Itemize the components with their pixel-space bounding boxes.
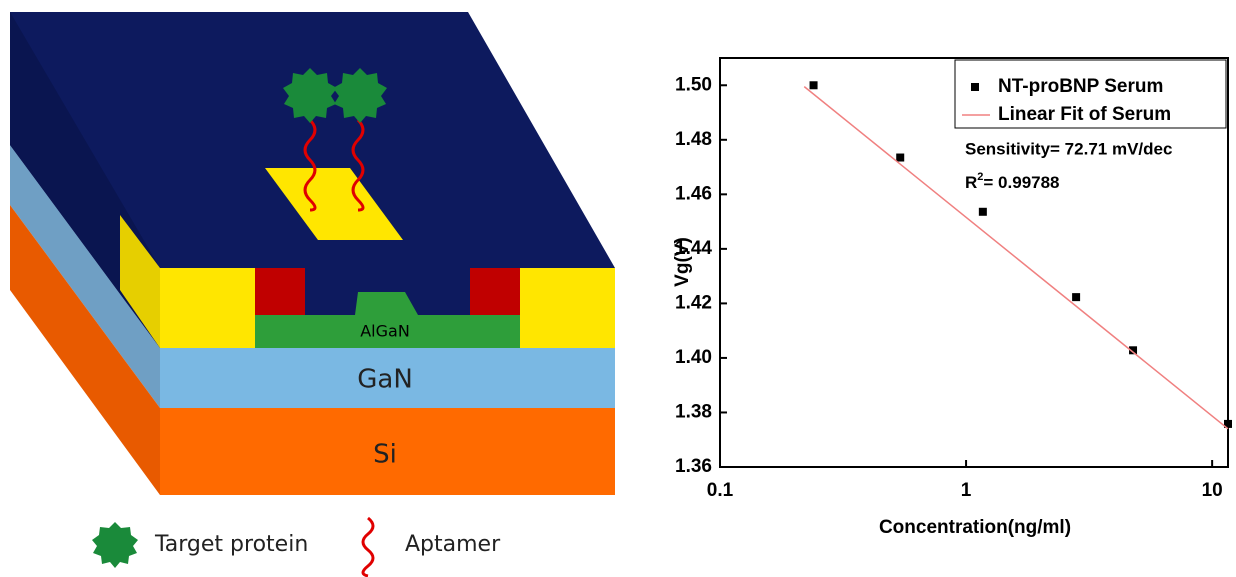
legend-aptamer: Aptamer (405, 532, 501, 557)
data-point (896, 154, 904, 162)
x-axis-label: Concentration(ng/ml) (879, 517, 1071, 538)
annotation-r2: R2= 0.99788 (965, 171, 1060, 193)
y-tick-label: 1.40 (675, 347, 712, 368)
algan-label: AlGaN (360, 322, 410, 341)
y-tick-label: 1.36 (675, 456, 712, 477)
y-tick-label: 1.38 (675, 401, 712, 422)
y-tick-label: 1.48 (675, 129, 712, 150)
drain-contact (255, 268, 305, 315)
figure: AlGaN GaN Si Target protein Aptamer Conc… (0, 0, 1236, 577)
x-tick-label: 10 (1202, 480, 1223, 501)
legend-marker (971, 83, 979, 91)
data-point (979, 208, 987, 216)
data-point (1072, 293, 1080, 301)
legend-aptamer-icon (363, 518, 373, 576)
legend-label: NT-proBNP Serum (998, 76, 1163, 97)
page: AlGaN GaN Si Target protein Aptamer Conc… (0, 0, 1236, 577)
gan-label: GaN (357, 365, 413, 395)
annotation-sensitivity: Sensitivity= 72.71 mV/dec (965, 139, 1172, 158)
device-diagram: AlGaN GaN Si Target protein Aptamer (10, 12, 615, 576)
y-tick-label: 1.42 (675, 292, 712, 313)
legend-protein: Target protein (154, 532, 308, 557)
y-tick-label: 1.44 (675, 238, 712, 259)
y-tick-label: 1.50 (675, 74, 712, 95)
legend-protein-icon (92, 522, 138, 568)
source-contact (470, 268, 520, 315)
r2-rest: = 0.99788 (983, 173, 1059, 192)
data-point (810, 81, 818, 89)
si-label: Si (373, 440, 397, 470)
chart: Concentration(ng/ml) Vg(V) Sensitivity= … (672, 58, 1232, 538)
legend-label: Linear Fit of Serum (998, 104, 1171, 125)
y-tick-label: 1.46 (675, 183, 712, 204)
r2-base: R (965, 173, 977, 192)
x-tick-label: 1 (961, 480, 972, 501)
fit-line (804, 87, 1228, 429)
x-tick-label: 0.1 (707, 480, 734, 501)
